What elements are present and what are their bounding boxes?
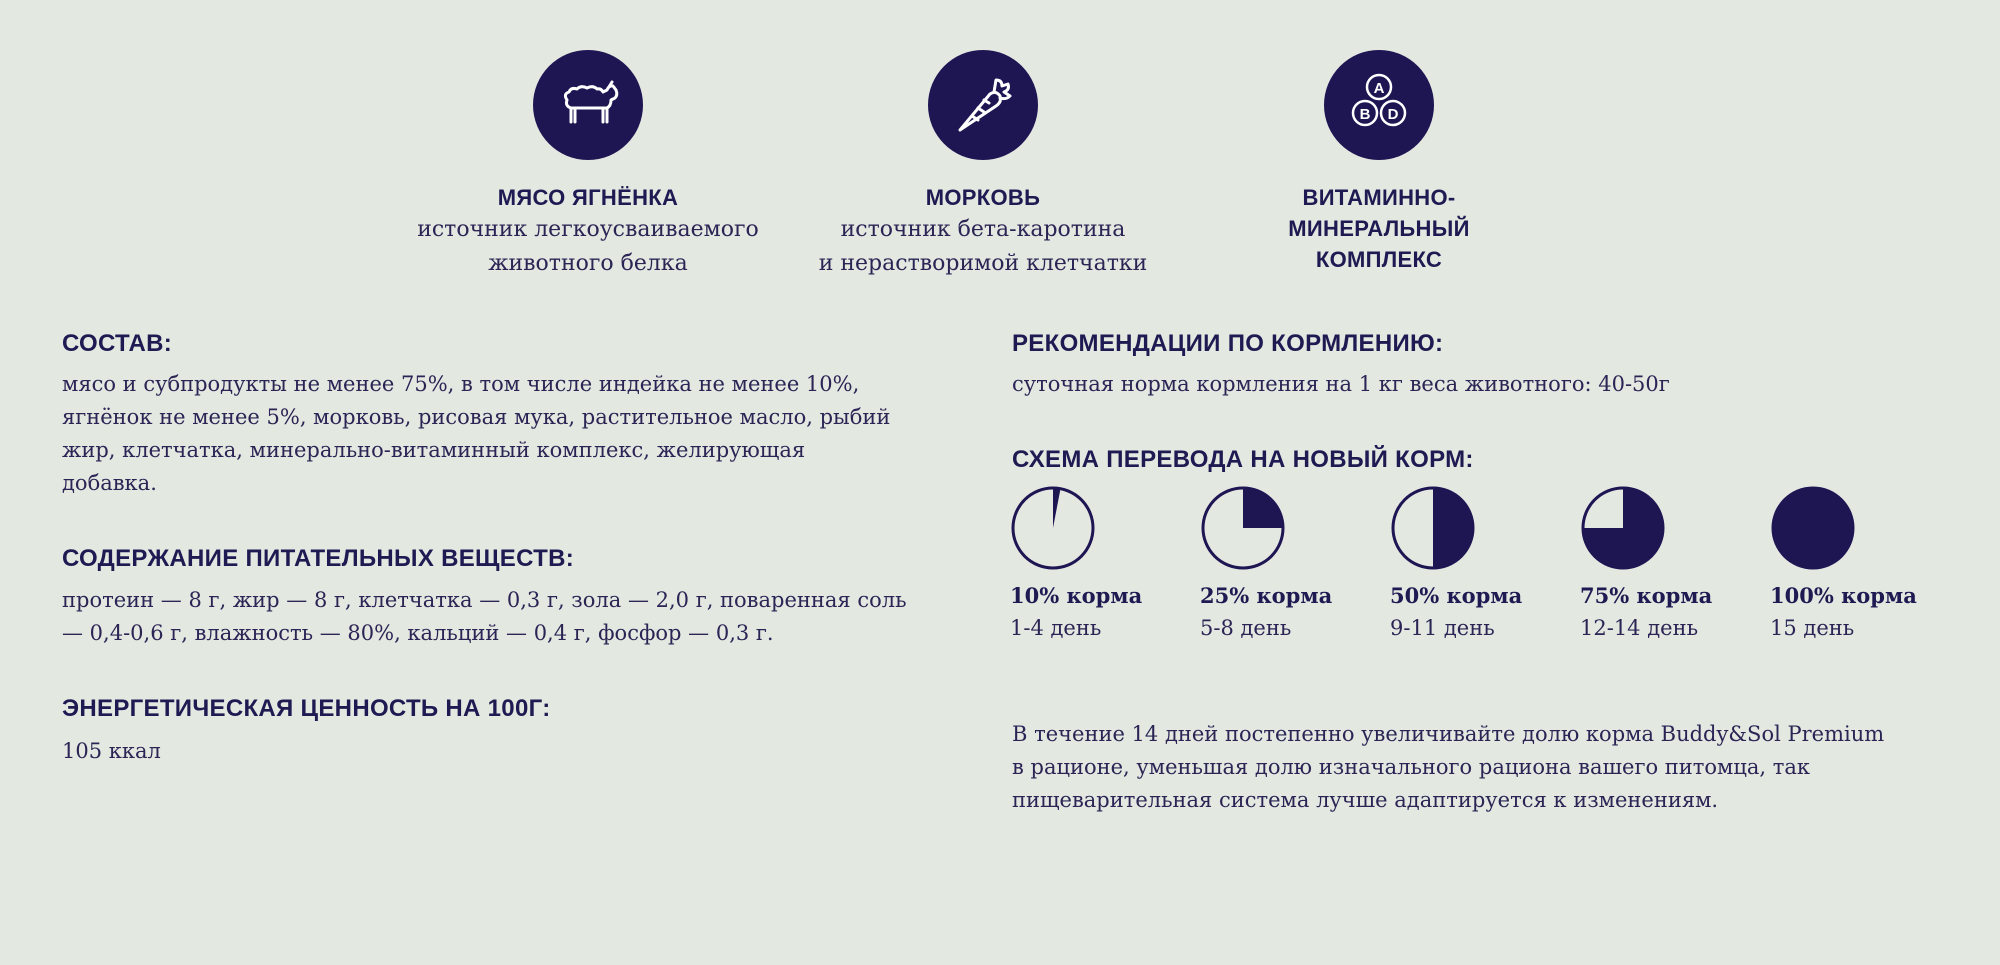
feature-vitamins: A B D ВИТАМИННО- МИНЕРАЛЬНЫЙ КОМПЛЕКС <box>1169 50 1589 275</box>
vitamin-a-label: A <box>1374 80 1385 97</box>
feature-desc-line: источник легкоусваиваемого <box>417 217 759 242</box>
vitamin-b-label: B <box>1360 106 1371 123</box>
composition-line: жир, клетчатка, минерально-витаминный ко… <box>62 438 806 462</box>
feature-carrot: МОРКОВЬ источник бета-каротина и нераств… <box>773 50 1193 281</box>
transition-stage: 100% корма 15 день <box>1770 485 1940 640</box>
transition-stage: 10% корма 1-4 день <box>1010 485 1180 640</box>
note-line: В течение 14 дней постепенно увеличивайт… <box>1012 722 1885 746</box>
transition-stage: 50% корма 9-11 день <box>1390 485 1560 640</box>
feature-title-line: КОМПЛЕКС <box>1315 247 1443 272</box>
stage-days: 9-11 день <box>1390 616 1495 640</box>
vitamins-icon: A B D <box>1324 50 1434 160</box>
stage-percent: 10% корма <box>1010 583 1143 608</box>
nutrients-line: — 0,4-0,6 г, влажность — 80%, кальций — … <box>62 621 774 645</box>
feeding-heading: РЕКОМЕНДАЦИИ ПО КОРМЛЕНИЮ: <box>1012 330 1444 357</box>
stage-days: 5-8 день <box>1200 616 1292 640</box>
energy-value: 105 ккал <box>62 739 161 763</box>
carrot-icon <box>928 50 1038 160</box>
composition-heading: СОСТАВ: <box>62 330 173 357</box>
transition-heading: СХЕМА ПЕРЕВОДА НА НОВЫЙ КОРМ: <box>1012 446 1474 473</box>
vitamin-d-label: D <box>1388 106 1399 123</box>
pie-fill <box>1771 486 1855 570</box>
stage-days: 15 день <box>1770 616 1855 640</box>
pie-100-percent <box>1771 486 1855 570</box>
note-line: в рационе, уменьшая долю изначального ра… <box>1012 755 1811 779</box>
pie-10-percent <box>1011 486 1095 570</box>
nutrients-heading: СОДЕРЖАНИЕ ПИТАТЕЛЬНЫХ ВЕЩЕСТВ: <box>62 545 575 572</box>
note-line: пищеварительная система лучше адаптирует… <box>1012 788 1719 812</box>
stage-percent: 100% корма <box>1770 583 1917 608</box>
energy-heading: ЭНЕРГЕТИЧЕСКАЯ ЦЕННОСТЬ НА 100Г: <box>62 695 551 722</box>
pie-25-percent <box>1201 486 1285 570</box>
feature-title: МОРКОВЬ <box>925 185 1041 210</box>
feature-lamb: МЯСО ЯГНЁНКА источник легкоусваиваемого … <box>378 50 798 281</box>
transition-note: В течение 14 дней постепенно увеличивайт… <box>1012 718 1972 817</box>
stage-days: 1-4 день <box>1010 616 1102 640</box>
feature-title: МЯСО ЯГНЁНКА <box>497 185 679 210</box>
composition-text: мясо и субпродукты не менее 75%, в том ч… <box>62 368 962 500</box>
nutrients-line: протеин — 8 г, жир — 8 г, клетчатка — 0,… <box>62 588 907 612</box>
stage-percent: 25% корма <box>1200 583 1333 608</box>
transition-stage: 75% корма 12-14 день <box>1580 485 1750 640</box>
pie-75-percent <box>1581 486 1665 570</box>
nutrients-text: протеин — 8 г, жир — 8 г, клетчатка — 0,… <box>62 584 982 650</box>
composition-line: мясо и субпродукты не менее 75%, в том ч… <box>62 372 860 396</box>
composition-line: добавка. <box>62 471 157 495</box>
stage-percent: 50% корма <box>1390 583 1523 608</box>
pie-fill <box>1433 488 1473 568</box>
feeding-text: суточная норма кормления на 1 кг веса жи… <box>1012 372 1670 396</box>
composition-line: ягнёнок не менее 5%, морковь, рисовая му… <box>62 405 891 429</box>
pie-fill <box>1053 488 1061 528</box>
feature-title-line: ВИТАМИННО- <box>1302 185 1456 210</box>
pie-fill <box>1583 488 1663 568</box>
pie-fill <box>1243 488 1283 528</box>
feature-title-line: МИНЕРАЛЬНЫЙ <box>1288 216 1470 241</box>
stage-percent: 75% корма <box>1580 583 1713 608</box>
transition-stage: 25% корма 5-8 день <box>1200 485 1370 640</box>
feature-desc-line: источник бета-каротина <box>840 217 1126 242</box>
lamb-icon <box>533 50 643 160</box>
stage-days: 12-14 день <box>1580 616 1699 640</box>
feature-desc-line: животного белка <box>488 251 688 276</box>
pie-50-percent <box>1391 486 1475 570</box>
feature-desc-line: и нерастворимой клетчатки <box>818 251 1148 276</box>
